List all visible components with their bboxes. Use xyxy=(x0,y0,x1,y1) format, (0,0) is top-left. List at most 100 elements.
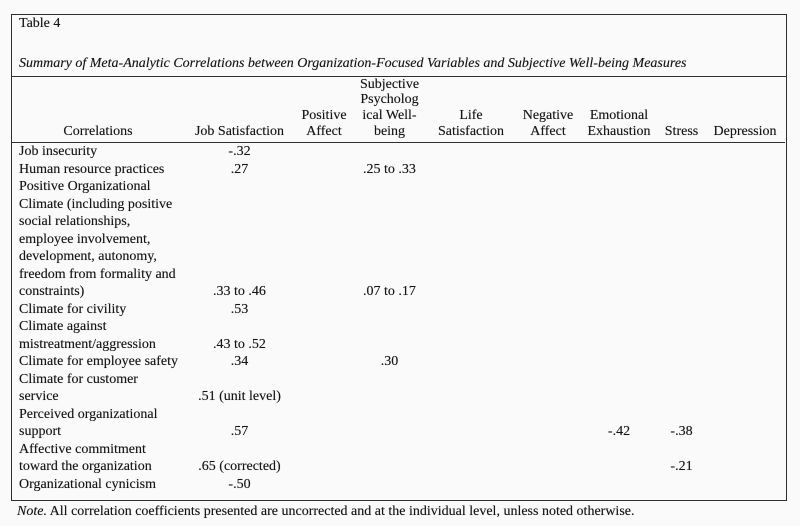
table-row: Perceived organizational support .57 -.4… xyxy=(12,406,785,441)
row-label: Climate against mistreatment/aggression xyxy=(19,319,156,352)
correlation-cell xyxy=(353,371,426,406)
correlation-cell xyxy=(295,301,353,319)
correlation-cell xyxy=(658,161,705,179)
correlation-cell xyxy=(516,476,580,494)
row-label: Job insecurity xyxy=(19,144,98,160)
correlation-cell: -.38 xyxy=(670,424,693,440)
correlation-cell xyxy=(580,318,658,353)
correlation-cell: .33 to .46 xyxy=(213,284,266,300)
correlation-cell xyxy=(426,476,516,494)
correlation-cell xyxy=(295,476,353,494)
correlation-cell xyxy=(426,143,516,161)
correlation-cell xyxy=(658,476,705,494)
column-header-depression: Depression xyxy=(705,76,785,144)
correlation-cell xyxy=(658,318,705,353)
correlation-cell xyxy=(516,371,580,406)
correlation-cell xyxy=(705,476,785,494)
correlation-cell xyxy=(705,318,785,353)
correlation-cell: .57 xyxy=(230,424,249,440)
correlation-cell xyxy=(658,301,705,319)
correlation-cell: .65 (corrected) xyxy=(198,459,281,475)
correlation-cell xyxy=(705,178,785,301)
correlation-cell xyxy=(426,318,516,353)
table-row: Climate for employee safety .34 .30 xyxy=(12,353,785,371)
correlation-cell xyxy=(658,353,705,371)
correlation-cell: .27 xyxy=(230,161,249,177)
correlation-cell xyxy=(426,371,516,406)
table-row: Job insecurity -.32 xyxy=(12,143,785,161)
row-label: Organizational cynicism xyxy=(19,476,156,492)
correlation-cell xyxy=(705,353,785,371)
correlation-cell xyxy=(516,441,580,476)
correlation-cell xyxy=(658,178,705,301)
column-header-life-satisfaction: Life Satisfaction xyxy=(426,76,516,144)
correlation-cell: -.21 xyxy=(670,459,693,475)
table-row: Climate for customer service .51 (unit l… xyxy=(12,371,785,406)
note-prefix: Note. xyxy=(17,504,47,519)
correlation-cell xyxy=(705,441,785,476)
correlation-cell xyxy=(658,143,705,161)
correlation-cell: .07 to .17 xyxy=(363,284,416,300)
correlation-cell xyxy=(426,178,516,301)
correlation-cell xyxy=(426,441,516,476)
correlation-cell xyxy=(705,161,785,179)
correlation-cell xyxy=(295,178,353,301)
correlation-cell: -.32 xyxy=(228,144,251,160)
row-label: Human resource practices xyxy=(19,161,165,177)
correlation-cell xyxy=(580,476,658,494)
table-row: Affective commitment toward the organiza… xyxy=(12,441,785,476)
row-label: Affective commitment toward the organiza… xyxy=(19,441,152,475)
table-title: Summary of Meta-Analytic Correlations be… xyxy=(19,55,687,71)
correlation-cell xyxy=(353,441,426,476)
row-label: Climate for customer service xyxy=(19,371,138,405)
correlation-cell: .34 xyxy=(230,354,249,370)
correlation-cell xyxy=(295,371,353,406)
row-label: Perceived organizational support xyxy=(19,406,158,440)
correlation-cell xyxy=(353,318,426,353)
correlation-cell xyxy=(426,353,516,371)
correlation-cell xyxy=(516,406,580,441)
correlation-cell xyxy=(580,301,658,319)
correlation-cell xyxy=(295,406,353,441)
correlation-cell xyxy=(426,161,516,179)
header-row: Correlations Job Satisfaction Positive A… xyxy=(12,76,785,144)
correlation-cell: .30 xyxy=(380,354,399,370)
correlation-cell xyxy=(516,161,580,179)
correlation-cell xyxy=(516,318,580,353)
row-label: Climate for employee safety xyxy=(19,354,178,370)
correlation-cell xyxy=(516,143,580,161)
column-header-stress: Stress xyxy=(658,76,705,144)
column-header-emotional-exhaustion: Emotional Exhaustion xyxy=(580,76,658,144)
correlation-cell xyxy=(295,441,353,476)
correlation-cell xyxy=(516,178,580,301)
correlation-cell xyxy=(705,143,785,161)
correlation-cell xyxy=(705,371,785,406)
row-label: Positive Organizational Climate (includi… xyxy=(19,179,176,300)
correlation-cell xyxy=(353,476,426,494)
table-row: Organizational cynicism -.50 xyxy=(12,476,785,494)
table-note: Note. All correlation coefficients prese… xyxy=(17,503,634,521)
correlation-cell xyxy=(705,301,785,319)
correlation-cell: .43 to .52 xyxy=(213,336,266,352)
correlation-cell: -.42 xyxy=(607,424,631,440)
correlation-cell xyxy=(516,353,580,371)
correlation-cell xyxy=(705,406,785,441)
correlation-cell: .51 (unit level) xyxy=(198,389,281,405)
correlation-cell xyxy=(295,161,353,179)
table-container: Table 4 Summary of Meta-Analytic Correla… xyxy=(11,14,787,501)
table-row: Human resource practices .27 .25 to .33 xyxy=(12,161,785,179)
correlation-cell xyxy=(426,301,516,319)
correlation-cell xyxy=(658,371,705,406)
column-header-positive-affect: Positive Affect xyxy=(295,76,353,144)
correlation-cell xyxy=(580,143,658,161)
correlation-cell xyxy=(353,406,426,441)
correlation-cell xyxy=(353,301,426,319)
column-header-negative-affect: Negative Affect xyxy=(516,76,580,144)
correlation-cell xyxy=(516,301,580,319)
note-text: All correlation coefficients presented a… xyxy=(46,504,635,519)
correlation-cell: .25 to .33 xyxy=(363,161,416,177)
correlation-cell: .53 xyxy=(230,301,249,317)
correlation-cell xyxy=(580,371,658,406)
table-row: Climate for civility .53 xyxy=(12,301,785,319)
